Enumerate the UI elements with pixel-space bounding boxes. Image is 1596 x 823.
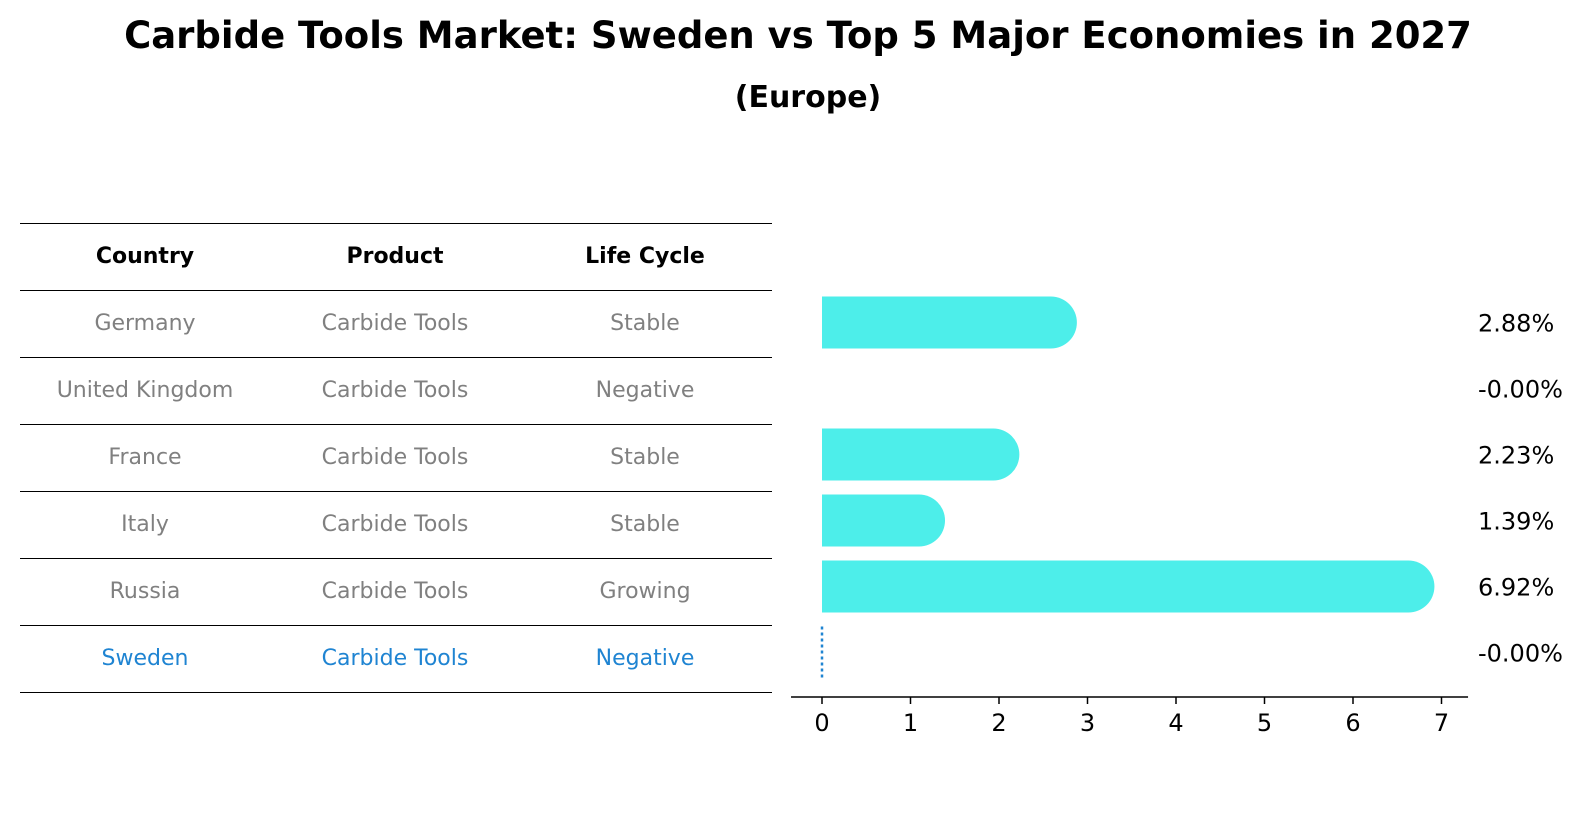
x-tick-label: 7 (1434, 709, 1449, 737)
cell-life-cycle: Stable (610, 311, 680, 336)
value-label-united-kingdom: -0.00% (1478, 376, 1563, 404)
header-product: Product (346, 244, 444, 269)
x-tick-label: 3 (1080, 709, 1095, 737)
x-tick-label: 2 (991, 709, 1006, 737)
x-tick-label: 1 (903, 709, 918, 737)
cell-country: Italy (121, 512, 169, 537)
chart-title: Carbide Tools Market: Sweden vs Top 5 Ma… (124, 14, 1472, 57)
cell-product: Carbide Tools (321, 311, 469, 336)
header-life-cycle: Life Cycle (585, 244, 705, 269)
bar-germany (822, 296, 1077, 349)
cell-life-cycle: Negative (595, 378, 695, 403)
cell-product: Carbide Tools (321, 646, 469, 671)
x-tick-label: 6 (1345, 709, 1360, 737)
x-tick-label: 5 (1257, 709, 1272, 737)
cell-country: Russia (109, 579, 181, 604)
value-label-sweden: -0.00% (1478, 640, 1563, 668)
cell-product: Carbide Tools (321, 512, 469, 537)
bar-russia (822, 560, 1435, 613)
value-label-italy: 1.39% (1478, 508, 1554, 536)
value-label-germany: 2.88% (1478, 310, 1554, 338)
cell-life-cycle: Stable (610, 445, 680, 470)
value-label-russia: 6.92% (1478, 574, 1554, 602)
cell-life-cycle: Stable (610, 512, 680, 537)
table-row: Italy Carbide Tools Stable (20, 491, 772, 558)
bar-france (822, 428, 1020, 481)
table-row-highlight: Sweden Carbide Tools Negative (20, 625, 772, 693)
cell-country: Sweden (101, 646, 189, 671)
table-row: Germany Carbide Tools Stable (20, 290, 772, 357)
cell-country: France (108, 445, 182, 470)
cell-product: Carbide Tools (321, 445, 469, 470)
cell-country: United Kingdom (56, 378, 234, 403)
table-row: United Kingdom Carbide Tools Negative (20, 357, 772, 424)
cell-life-cycle: Growing (599, 579, 691, 604)
value-label-france: 2.23% (1478, 442, 1554, 470)
cell-country: Germany (94, 311, 196, 336)
table-row: France Carbide Tools Stable (20, 424, 772, 491)
chart-subtitle: (Europe) (734, 80, 882, 115)
table-row: Russia Carbide Tools Growing (20, 558, 772, 625)
bar-italy (822, 494, 946, 547)
cell-life-cycle: Negative (595, 646, 695, 671)
header-country: Country (95, 244, 195, 269)
x-tick-label: 0 (814, 709, 829, 737)
cell-product: Carbide Tools (321, 378, 469, 403)
data-table: Country Product Life Cycle Germany Carbi… (20, 223, 772, 693)
cell-product: Carbide Tools (321, 579, 469, 604)
table-header-row: Country Product Life Cycle (20, 223, 772, 290)
x-tick-label: 4 (1168, 709, 1183, 737)
